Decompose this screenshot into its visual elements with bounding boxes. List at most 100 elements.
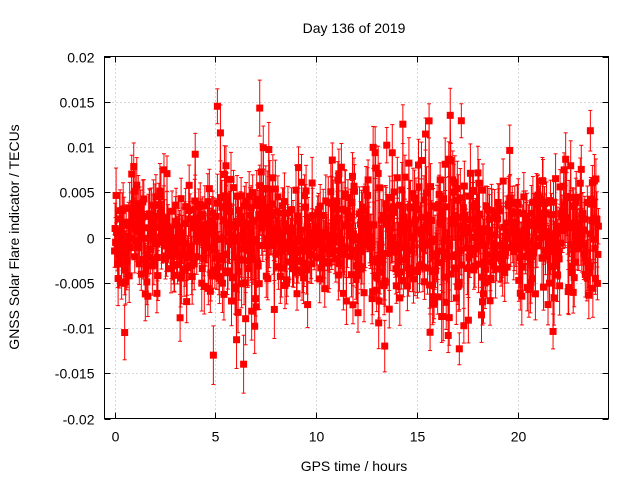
data-marker — [403, 242, 411, 250]
data-marker — [175, 237, 183, 245]
data-marker — [432, 266, 440, 274]
data-marker — [572, 198, 580, 206]
data-marker — [519, 262, 527, 270]
data-marker — [458, 222, 466, 230]
data-marker — [590, 199, 598, 207]
data-marker — [544, 253, 552, 261]
data-marker — [169, 242, 177, 250]
data-marker — [381, 342, 389, 350]
data-marker — [447, 157, 455, 165]
data-marker — [193, 253, 201, 261]
data-marker — [199, 211, 207, 219]
data-marker — [564, 288, 572, 296]
data-marker — [543, 199, 551, 207]
data-marker — [403, 282, 411, 290]
data-marker — [365, 225, 373, 233]
data-marker — [184, 254, 192, 262]
data-marker — [121, 329, 129, 337]
data-marker — [412, 228, 420, 236]
data-marker — [247, 204, 255, 212]
data-marker — [341, 190, 349, 198]
data-marker — [266, 233, 274, 241]
data-marker — [466, 169, 474, 177]
data-marker — [503, 263, 511, 271]
data-marker — [405, 159, 413, 167]
data-marker — [525, 222, 533, 230]
data-point — [350, 157, 358, 215]
data-marker — [172, 217, 180, 225]
data-marker — [563, 214, 571, 222]
data-marker — [182, 239, 190, 247]
data-marker — [468, 244, 476, 252]
data-marker — [190, 260, 198, 268]
y-tick-label: -0.02 — [63, 412, 95, 428]
data-marker — [566, 224, 574, 232]
data-marker — [161, 230, 169, 238]
data-marker — [540, 220, 548, 228]
data-marker — [326, 244, 334, 252]
data-marker — [532, 223, 540, 231]
data-marker — [281, 220, 289, 228]
data-marker — [588, 217, 596, 225]
data-marker — [191, 197, 199, 205]
data-marker — [384, 213, 392, 221]
data-marker — [446, 241, 454, 249]
data-marker — [170, 271, 178, 279]
data-point — [570, 248, 578, 308]
data-marker — [151, 201, 159, 209]
data-marker — [198, 264, 206, 272]
data-marker — [451, 178, 459, 186]
data-marker — [548, 230, 556, 238]
data-marker — [278, 202, 286, 210]
data-marker — [442, 203, 450, 211]
data-marker — [441, 160, 449, 168]
data-marker — [295, 217, 303, 225]
data-marker — [415, 183, 423, 191]
data-marker — [439, 313, 447, 321]
data-marker — [202, 238, 210, 246]
data-marker — [220, 170, 228, 178]
data-marker — [460, 182, 468, 190]
data-point — [121, 304, 129, 361]
data-marker — [589, 235, 597, 243]
data-marker — [474, 169, 482, 177]
data-marker — [186, 206, 194, 214]
data-marker — [533, 241, 541, 249]
data-marker — [487, 258, 495, 266]
data-marker — [167, 265, 175, 273]
data-point — [242, 292, 250, 346]
data-marker — [209, 351, 217, 359]
data-point — [240, 334, 248, 394]
data-marker — [398, 186, 406, 194]
data-marker — [350, 187, 358, 195]
data-marker — [373, 274, 381, 282]
data-marker — [273, 208, 281, 216]
x-tick-label: 20 — [511, 429, 527, 445]
data-marker — [217, 235, 225, 243]
data-marker — [339, 289, 347, 297]
data-marker — [495, 207, 503, 215]
data-marker — [293, 290, 301, 298]
data-marker — [148, 262, 156, 270]
data-marker — [531, 290, 539, 298]
data-marker — [131, 187, 139, 195]
data-marker — [132, 237, 140, 245]
data-marker — [535, 200, 543, 208]
data-point — [591, 262, 599, 295]
data-marker — [318, 254, 326, 262]
data-marker — [155, 223, 163, 231]
data-marker — [168, 207, 176, 215]
data-marker — [435, 201, 443, 209]
data-point — [441, 137, 449, 192]
y-axis-label: GNSS Solar Flare indicator / TECUs — [6, 124, 22, 349]
data-marker — [431, 235, 439, 243]
data-marker — [282, 239, 290, 247]
data-marker — [268, 211, 276, 219]
data-marker — [526, 283, 534, 291]
data-marker — [472, 245, 480, 253]
data-marker — [114, 275, 122, 283]
data-marker — [456, 194, 464, 202]
data-marker — [308, 179, 316, 187]
data-marker — [348, 199, 356, 207]
data-marker — [245, 192, 253, 200]
